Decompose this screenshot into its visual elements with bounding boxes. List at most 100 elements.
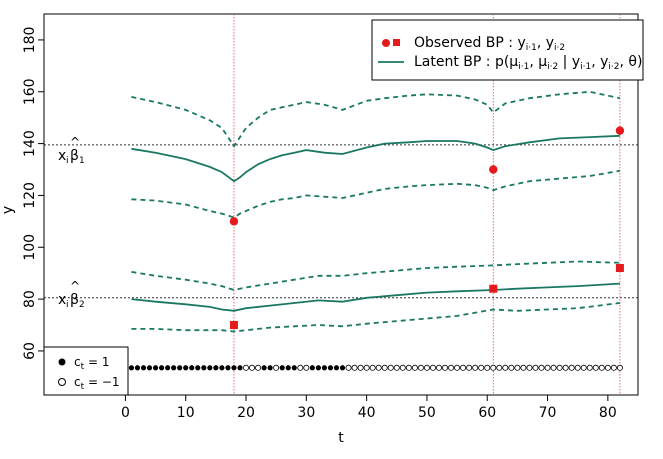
svg-text:β: β — [70, 148, 79, 164]
state-point-open — [363, 364, 370, 371]
svg-text:i: i — [66, 300, 69, 310]
observed-points — [229, 126, 625, 330]
state-point-open — [423, 364, 430, 371]
state-point-open — [568, 364, 575, 371]
state-point-open — [544, 364, 551, 371]
state-point-open — [345, 364, 352, 371]
legend-bottom: ct = 1 ct = −1 — [43, 346, 129, 396]
state-point-open — [243, 364, 250, 371]
legend-observed-circle-symbol — [382, 39, 390, 47]
legend-observed-square-symbol — [393, 39, 400, 46]
svg-text:1: 1 — [79, 156, 85, 166]
state-point-filled — [315, 365, 321, 371]
y-tick-label: 140 — [22, 130, 38, 157]
observed-y2-point — [615, 264, 624, 272]
state-point-open — [435, 364, 442, 371]
state-point-filled — [279, 365, 285, 371]
observed-y1-point — [229, 217, 239, 226]
state-point-open — [556, 364, 563, 371]
x-tick-label: 30 — [297, 405, 315, 421]
y-tick-label: 120 — [22, 182, 38, 209]
series-upper-2 — [131, 260, 620, 291]
series-lower-2 — [131, 302, 621, 333]
latent-series — [131, 90, 621, 333]
x-tick-label: 70 — [539, 405, 557, 421]
state-point-filled — [195, 365, 201, 371]
reference-hlines — [44, 144, 638, 299]
state-point-open — [255, 364, 262, 371]
state-point-open — [598, 364, 605, 371]
state-point-open — [249, 364, 256, 371]
legend-open-symbol — [58, 378, 66, 386]
x-tick-label: 40 — [358, 405, 376, 421]
state-point-open — [472, 364, 479, 371]
x-axis-title: t — [338, 430, 344, 446]
state-point-open — [562, 364, 569, 371]
svg-text:x: x — [58, 148, 66, 164]
state-point-filled — [201, 365, 207, 371]
y-tick-label: 100 — [22, 234, 38, 261]
state-point-open — [273, 364, 280, 371]
state-point-filled — [189, 365, 195, 371]
x-tick-label: 0 — [121, 405, 130, 421]
state-point-open — [514, 364, 521, 371]
legend-open-label: ct = −1 — [74, 375, 120, 392]
y-tick-label: 160 — [22, 78, 38, 105]
y-tick-label: 60 — [22, 342, 38, 360]
svg-text:β: β — [70, 292, 79, 308]
state-point-filled — [231, 365, 237, 371]
state-point-filled — [219, 365, 225, 371]
observed-y1-point — [615, 126, 625, 135]
state-point-open — [399, 364, 406, 371]
legend-observed-label: Observed BP : yi·1, yi·2 — [414, 35, 565, 53]
state-point-open — [604, 364, 611, 371]
state-point-open — [429, 364, 436, 371]
state-point-open — [502, 364, 509, 371]
state-point-open — [520, 364, 527, 371]
series-mean-1 — [131, 134, 620, 183]
state-point-open — [550, 364, 557, 371]
state-point-filled — [285, 365, 291, 371]
svg-text:i: i — [66, 156, 69, 166]
x-tick-label: 80 — [599, 405, 617, 421]
state-point-open — [496, 364, 503, 371]
state-point-open — [303, 364, 310, 371]
state-point-filled — [165, 365, 171, 371]
x-tick-label: 50 — [418, 405, 436, 421]
state-point-filled — [134, 365, 141, 371]
state-point-filled — [321, 365, 328, 371]
state-point-open — [610, 364, 617, 371]
state-point-open — [417, 364, 424, 371]
state-point-open — [357, 364, 364, 371]
state-point-open — [478, 364, 485, 371]
state-point-open — [538, 364, 545, 371]
state-point-open — [508, 364, 515, 371]
state-point-filled — [128, 365, 135, 371]
legend-top: Observed BP : yi·1, yi·2 Latent BP : p(μ… — [371, 19, 644, 81]
state-point-open — [297, 364, 304, 371]
state-point-filled — [309, 365, 315, 371]
state-point-filled — [140, 365, 147, 371]
svg-text:^: ^ — [70, 279, 80, 293]
state-point-filled — [225, 365, 231, 371]
state-point-open — [484, 364, 491, 371]
state-point-open — [351, 364, 358, 371]
svg-text:^: ^ — [70, 135, 80, 149]
observed-y1-point — [489, 165, 498, 174]
legend-latent-label: Latent BP : p(μi·1, μi·2 | yi·1, yi·2, θ… — [414, 54, 642, 72]
legend-filled-label: ct = 1 — [74, 355, 109, 372]
state-point-open — [532, 364, 539, 371]
state-point-open — [574, 364, 581, 371]
series-upper-1 — [131, 90, 621, 148]
observed-y2-point — [489, 284, 498, 293]
beta2-label: x i ^ β 2 — [58, 279, 85, 310]
state-point-open — [375, 364, 382, 371]
y-axis-title: y — [0, 206, 16, 214]
state-point-filled — [207, 365, 213, 371]
x-tick-label: 60 — [478, 405, 496, 421]
state-point-open — [580, 364, 587, 371]
state-point-open — [381, 364, 388, 371]
state-point-filled — [339, 365, 346, 371]
state-point-open — [526, 364, 533, 371]
